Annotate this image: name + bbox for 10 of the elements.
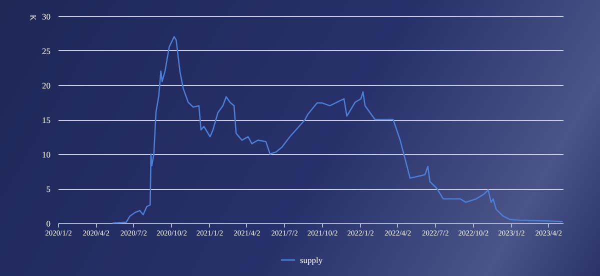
y-tick-label: 10 — [42, 150, 50, 160]
y-tick-label: 20 — [42, 80, 50, 90]
y-axis-title: K — [28, 14, 38, 21]
y-tick-label: 25 — [42, 46, 50, 56]
y-tick-label: 30 — [42, 12, 50, 22]
y-tick-label: 5 — [46, 184, 50, 194]
line-series — [112, 36, 563, 224]
y-tick-label: 15 — [42, 115, 50, 125]
y-tick-label: 0 — [46, 218, 50, 228]
legend-label: supply — [300, 255, 324, 265]
